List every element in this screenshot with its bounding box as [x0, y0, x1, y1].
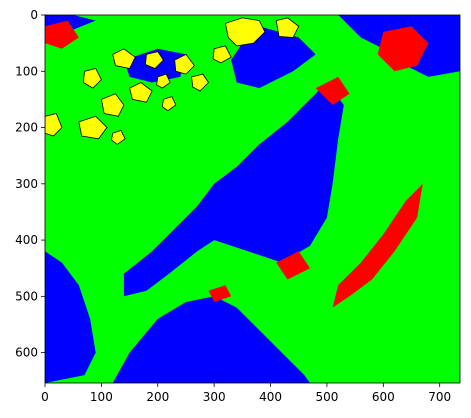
heatmap-region-yellow — [45, 113, 63, 137]
heatmap-region-blue — [123, 82, 344, 297]
heatmap-region-yellow — [129, 82, 153, 103]
heatmap-region-red — [276, 251, 310, 280]
heatmap-region-red — [332, 183, 423, 308]
x-tick-label: 400 — [259, 390, 282, 404]
heatmap-region-yellow — [78, 115, 108, 140]
heatmap-region-yellow — [212, 45, 232, 64]
heatmap-region-yellow — [100, 93, 125, 117]
axes-frame — [44, 14, 461, 384]
heatmap-region-yellow — [275, 17, 300, 38]
heatmap-region-yellow — [144, 51, 164, 69]
y-tick-label: 300 — [15, 177, 38, 191]
heatmap-region-yellow — [156, 73, 171, 89]
x-axis: 0 100 200 300 400 500 600 700 — [41, 383, 451, 404]
y-tick-label: 200 — [15, 121, 38, 135]
heatmap-region-red — [377, 26, 429, 72]
y-tick-label: 100 — [15, 64, 38, 78]
y-tick-label: 500 — [15, 289, 38, 303]
x-tick-label: 0 — [41, 390, 49, 404]
x-tick-label: 500 — [315, 390, 338, 404]
y-tick-label: 400 — [15, 233, 38, 247]
heatmap-region-red — [208, 285, 232, 302]
heatmap-region-yellow — [191, 73, 210, 92]
heatmap-regions — [45, 15, 460, 383]
x-tick-label: 600 — [372, 390, 395, 404]
x-tick-label: 200 — [146, 390, 169, 404]
heatmap-region-blue — [45, 251, 96, 383]
x-tick-label: 100 — [90, 390, 113, 404]
heatmap-region-yellow — [161, 96, 177, 112]
heatmap-region-yellow — [224, 17, 266, 47]
heatmap-region-yellow — [111, 129, 126, 145]
heatmap-region-red — [315, 76, 350, 105]
y-tick-label: 0 — [30, 8, 38, 22]
y-tick-label: 600 — [15, 346, 38, 360]
heatmap-region-yellow — [82, 68, 102, 89]
y-axis: 0 100 200 300 400 500 600 — [15, 8, 45, 360]
plot-area — [45, 15, 460, 383]
heatmap-region-red — [45, 20, 79, 49]
heatmap-region-green — [231, 93, 460, 353]
x-tick-label: 700 — [428, 390, 451, 404]
heatmap-region-yellow — [112, 48, 136, 69]
x-tick-label: 300 — [203, 390, 226, 404]
heatmap-region-blue — [112, 296, 310, 383]
heatmap-region-yellow — [174, 53, 195, 75]
